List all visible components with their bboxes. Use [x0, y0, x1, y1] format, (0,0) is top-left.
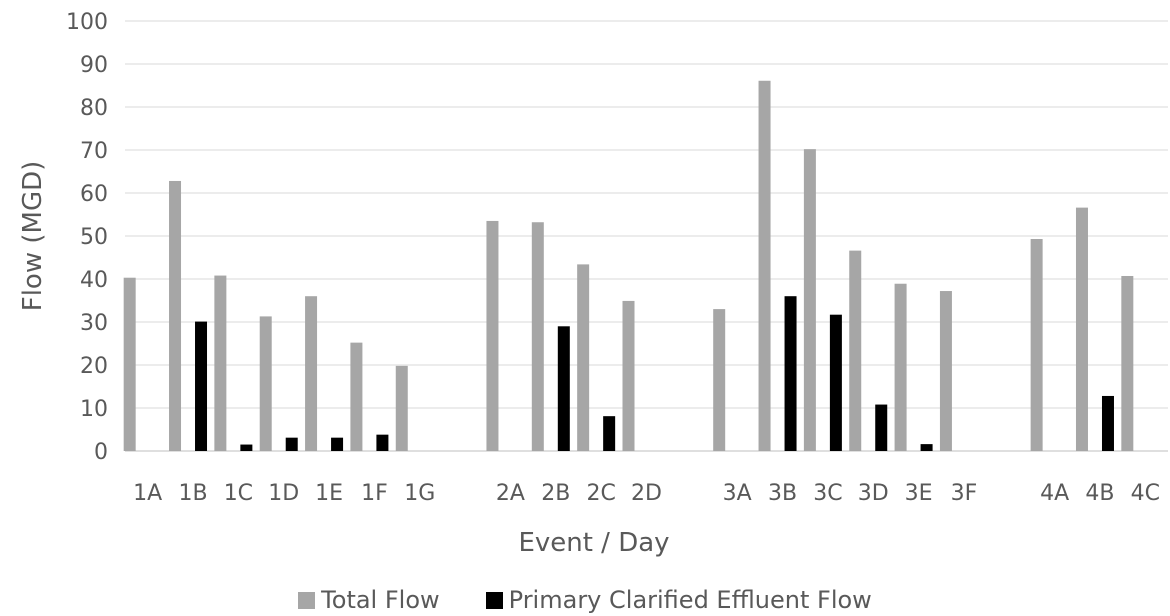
y-tick-label: 50: [80, 225, 108, 250]
bar-total-flow-4A: [1030, 239, 1043, 451]
x-tick-label: 2C: [586, 481, 615, 506]
y-axis-title: Flow (MGD): [18, 161, 48, 312]
bar-chart: 0 10 20 30 40 50 60 70 80 90 100 1A 1B 1C 1D 1E 1F 1G 2A 2…: [18, 10, 1168, 558]
x-tick-label: 1A: [133, 481, 162, 506]
bar-primary-clarified-effluent-flow-1C: [240, 444, 253, 451]
x-tick-label: 3A: [723, 481, 752, 506]
bar-total-flow-2C: [577, 264, 590, 451]
bar-total-flow-3C: [803, 149, 816, 451]
legend-label-total-flow: Total Flow: [321, 586, 440, 614]
legend-swatch-primary-clarified-effluent-flow: [485, 591, 503, 609]
bar-total-flow-2B: [531, 222, 544, 451]
x-tick-label: 3D: [858, 481, 889, 506]
bar-total-flow-3F: [939, 291, 952, 451]
bar-total-flow-4C: [1121, 275, 1134, 451]
bar-primary-clarified-effluent-flow-3B: [784, 296, 797, 451]
y-tick-label: 30: [80, 311, 108, 336]
x-tick-label: 2D: [631, 481, 662, 506]
x-tick-label: 3E: [905, 481, 933, 506]
bar-primary-clarified-effluent-flow-1B: [195, 321, 208, 451]
bar-total-flow-2D: [622, 300, 635, 451]
bar-primary-clarified-effluent-flow-2B: [557, 326, 570, 451]
y-tick-label: 20: [80, 354, 108, 379]
bar-primary-clarified-effluent-flow-3E: [920, 444, 933, 451]
bar-total-flow-1B: [169, 180, 182, 451]
bar-total-flow-2A: [486, 220, 499, 451]
bars: [123, 80, 1134, 452]
y-tick-label: 0: [94, 440, 108, 465]
y-tick-label: 80: [80, 96, 108, 121]
bar-primary-clarified-effluent-flow-1E: [331, 437, 344, 451]
bar-total-flow-1A: [123, 277, 136, 451]
bar-primary-clarified-effluent-flow-1F: [376, 434, 389, 451]
bar-total-flow-1G: [395, 365, 408, 451]
y-tick-label: 60: [80, 182, 108, 207]
y-tick-label: 90: [80, 53, 108, 78]
x-tick-label: 1B: [178, 481, 207, 506]
x-axis-ticks: 1A 1B 1C 1D 1E 1F 1G 2A 2B 2C 2D 3A 3B 3C 3D 3E 3F 4A 4B 4C: [133, 481, 1160, 506]
bar-primary-clarified-effluent-flow-1D: [285, 437, 298, 451]
bar-total-flow-3E: [894, 283, 907, 451]
gridlines: [125, 20, 1168, 452]
x-tick-label: 4B: [1085, 481, 1114, 506]
bar-total-flow-4B: [1075, 207, 1088, 451]
legend-swatch-total-flow: [298, 591, 316, 609]
x-tick-label: 3C: [813, 481, 842, 506]
x-tick-label: 4A: [1040, 481, 1069, 506]
x-tick-label: 1G: [404, 481, 435, 506]
x-tick-label: 2B: [541, 481, 570, 506]
bar-primary-clarified-effluent-flow-3D: [875, 404, 888, 451]
bar-total-flow-1D: [259, 316, 272, 451]
legend-label-primary-clarified-effluent-flow: Primary Clarified Effluent Flow: [508, 586, 872, 614]
y-tick-label: 100: [66, 10, 108, 35]
x-tick-label: 1F: [361, 481, 388, 506]
bar-primary-clarified-effluent-flow-2C: [603, 416, 616, 451]
y-tick-label: 40: [80, 268, 108, 293]
bar-total-flow-3A: [713, 309, 726, 451]
legend-item-total-flow: Total Flow: [298, 586, 440, 614]
legend: Total Flow Primary Clarified Effluent Fl…: [0, 584, 1170, 616]
bar-total-flow-3D: [849, 250, 862, 451]
x-tick-label: 2A: [496, 481, 525, 506]
bar-total-flow-1E: [305, 296, 318, 451]
x-tick-label: 1D: [268, 481, 299, 506]
bar-total-flow-1C: [214, 275, 227, 451]
bar-total-flow-1F: [350, 342, 363, 451]
y-tick-label: 10: [80, 397, 108, 422]
bar-total-flow-3B: [758, 80, 771, 452]
x-tick-label: 3B: [768, 481, 797, 506]
x-tick-label: 1E: [315, 481, 343, 506]
x-tick-label: 3F: [951, 481, 978, 506]
x-tick-label: 1C: [224, 481, 253, 506]
y-axis-ticks: 0 10 20 30 40 50 60 70 80 90 100: [66, 10, 108, 465]
x-tick-label: 4C: [1131, 481, 1160, 506]
bar-primary-clarified-effluent-flow-4B: [1101, 395, 1114, 451]
x-axis-title: Event / Day: [518, 528, 669, 558]
y-tick-label: 70: [80, 139, 108, 164]
bar-primary-clarified-effluent-flow-3C: [829, 314, 842, 451]
legend-item-primary-clarified-effluent-flow: Primary Clarified Effluent Flow: [485, 586, 872, 614]
